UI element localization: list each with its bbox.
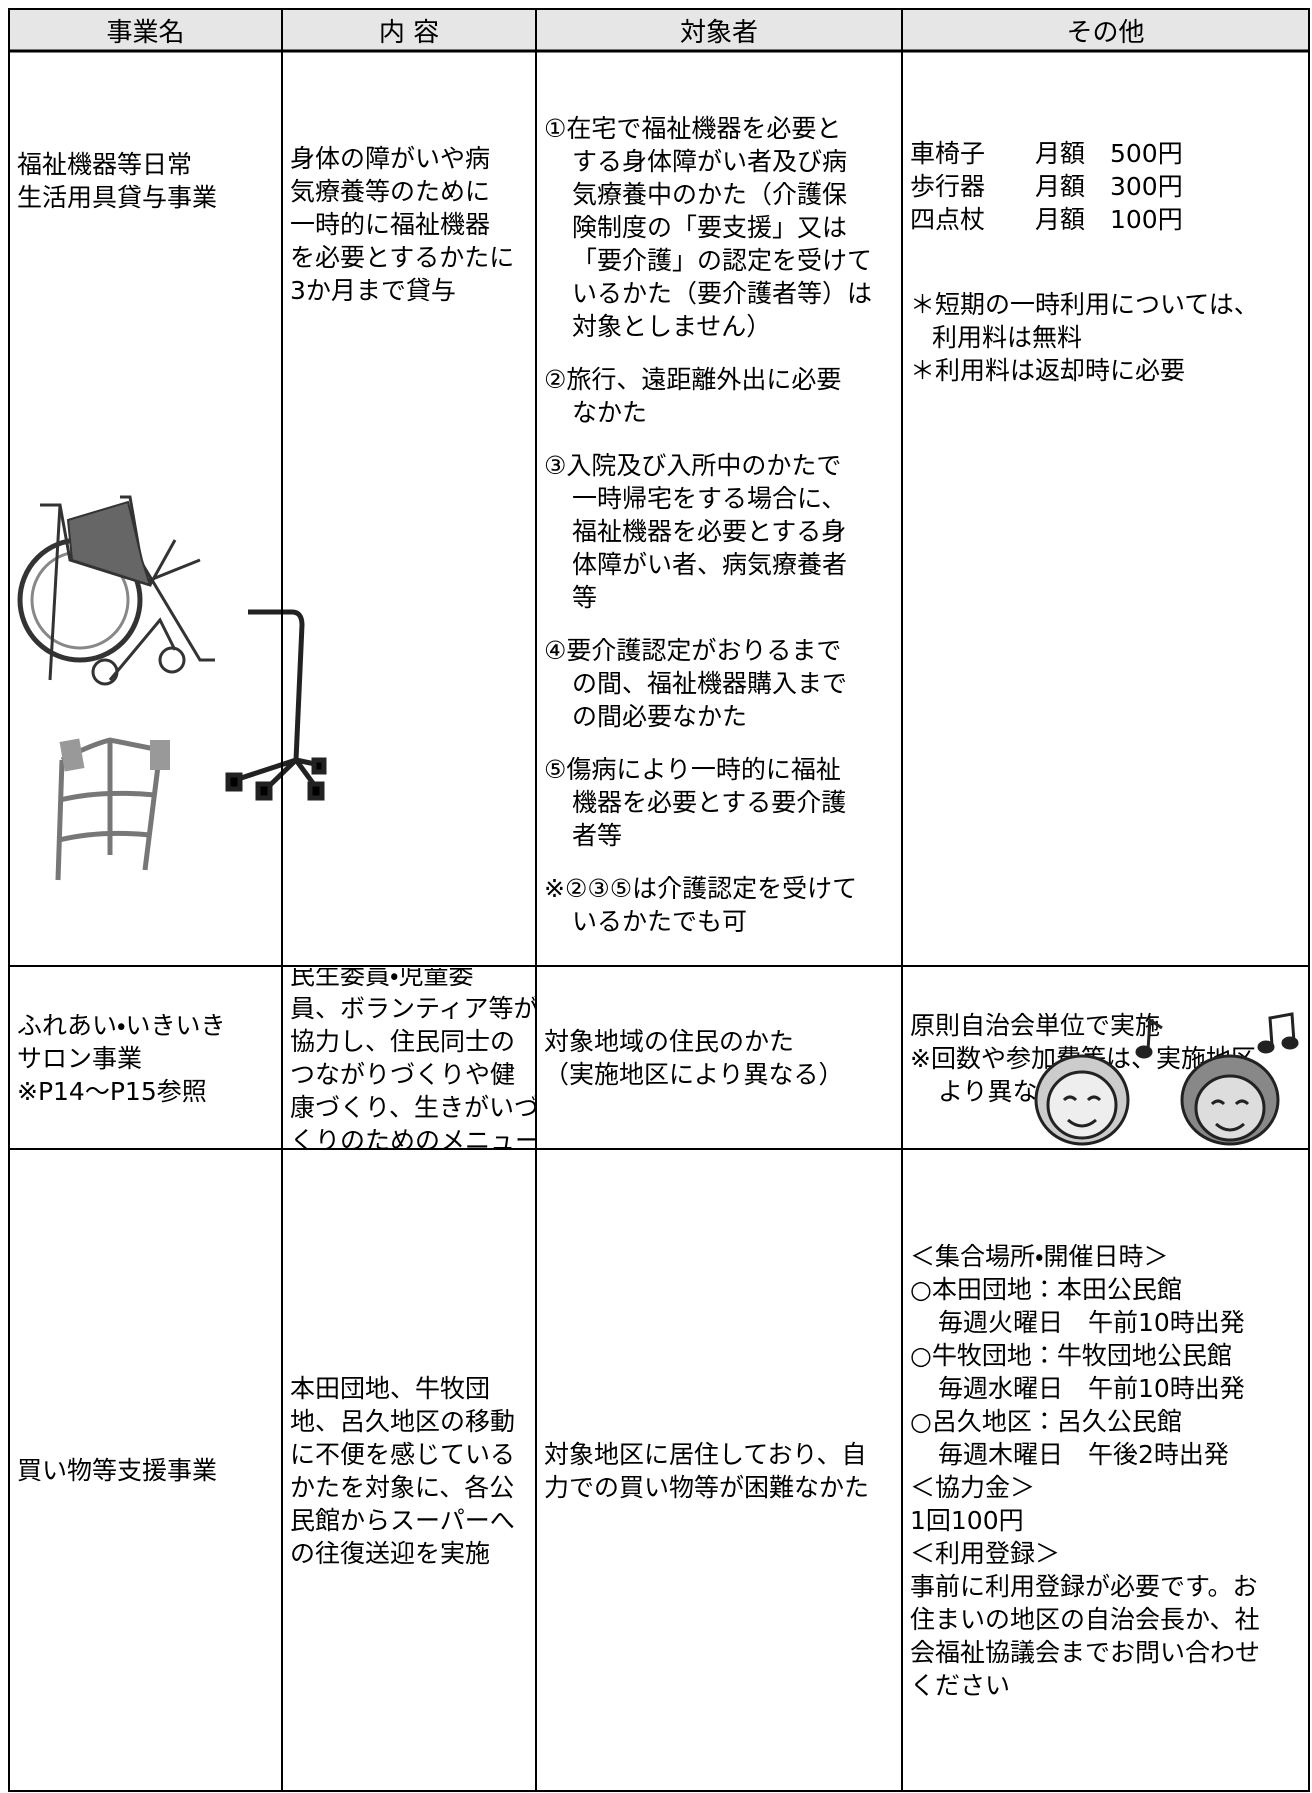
cell-line: 者等 [572,821,623,850]
cell-line: に不便を感じている [290,1439,516,1469]
cell-line: 対象地区に居住しており、自 [544,1439,867,1469]
cell-line: 民館からスーパーへ [290,1505,515,1535]
cell-line: ※P14～P15参照 [17,1076,207,1106]
cell-line: 毎週水曜日 午前10時出発 [938,1373,1245,1403]
cell-line: ＊短期の一時利用については、 [910,290,1259,319]
cell-line: なかた [572,398,648,427]
table-cell: 身体の障がいや病 気療養等のために 一時的に福祉機器 を必要とするかたに 3か月まで貸与 [284,53,535,965]
cell-line: 会福祉協議会までお問い合わせ [910,1637,1261,1667]
cell-line: 「要介護」の認定を受けて [572,246,873,275]
cell-line: ○呂久地区：呂久公民館 [910,1406,1182,1436]
cell-line: （実施地区により異なる） [544,1060,844,1089]
cell-line: 一時的に福祉機器 [290,210,491,239]
cell-line: ※②③⑤は介護認定を受けて [544,874,858,903]
cell-line: 身体の障がいや病 [290,144,491,173]
cell-line: 3か月まで貸与 [290,276,456,305]
cell-line: ②旅行、遠距離外出に必要 [544,365,842,394]
cell-line: いるかたでも可 [572,907,748,936]
cell-line: 気療養中のかた（介護保 [572,180,848,209]
cell-line: ④要介護認定がおりるまで [544,636,842,665]
cell-line: 車椅子 月額 500円 [910,139,1183,168]
cell-line: ＜集合場所・開催日時＞ [910,1241,1169,1271]
cell-line: かたを対象に、各公 [290,1472,515,1502]
header-cell: 事業名 [10,10,281,50]
header-cell: その他 [903,10,1308,50]
faces-illustration [1034,1012,1299,1146]
table-cell: 地域住民や自治会、民生委員・児童委員、ボランティア等が協力し、住民同士のつながり… [284,968,535,1148]
cell-line: ①在宅で福祉機器を必要と [544,114,842,143]
cell-line: 利用料は無料 [932,323,1083,352]
header-cell: 対象者 [537,10,901,50]
table-cell: 本田団地、牛牧団 地、呂久地区の移動 に不便を感じている かたを対象に、各公 民館からス… [284,1151,535,1790]
cell-line: いるかた（要介護者等）は [572,279,873,308]
cell-line: ○牛牧団地：牛牧団地公民館 [910,1340,1232,1370]
cell-line: 生活用具貸与事業 [17,183,218,212]
cell-line: サロン事業 [17,1043,143,1073]
cell-line: ＊利用料は返却時に必要 [910,356,1186,385]
cane-illustration [225,609,327,801]
table-cell: 福祉機器等日常 生活用具貸与事業 [11,53,281,965]
table-cell: 対象地域の住民のかた （実施地区により異なる） [538,968,901,1148]
wheelchair-seat [66,500,152,587]
cell-line: 事前に利用登録が必要です。お [910,1571,1258,1601]
walker-illustration [55,737,170,881]
cell-line: 歩行器 月額 300円 [910,172,1183,201]
cell-line: 体障がい者、病気療養者 [572,550,848,579]
cell-line: の間必要なかた [572,702,748,731]
cell-line: 康づくり、生きがいづ [290,1093,535,1122]
cell-line: 本田団地、牛牧団 [290,1373,491,1403]
table-cell: 買い物等支援事業 [11,1151,281,1790]
cell-line: ③入院及び入所中のかたで [544,451,842,480]
cell-line: くりのためのメニュー [290,1126,535,1148]
cell-line: ふれあい・いきいき [17,1010,226,1040]
cell-line: 地、呂久地区の移動 [290,1406,516,1436]
cell-line: の間、福祉機器購入まで [572,669,848,698]
cell-line: 原則自治会単位で実施 [910,1010,1161,1040]
cell-line: 福祉機器等日常 [17,150,193,179]
cell-line: 四点杖 月額 100円 [910,205,1183,234]
cell-line: 協力し、住民同士の [290,1027,516,1056]
cell-line: 気療養等のために [290,177,491,206]
cell-line: 毎週木曜日 午後2時出発 [938,1439,1229,1469]
table-cell: 車椅子 月額 500円 歩行器 月額 300円 四点杖 月額 100円 ＊短期の一時利… [904,53,1308,965]
cell-line: 対象としません） [572,312,772,341]
cell-line: 買い物等支援事業 [17,1456,218,1485]
cell-line: 1回100円 [910,1505,1024,1535]
table-grid [8,8,1310,1792]
cell-line: ＜利用登録＞ [910,1538,1061,1568]
cell-line: 力での買い物等が困難なかた [544,1472,870,1502]
cell-line: 民生委員・児童委 [290,968,474,990]
table-cell: 対象地区に居住しており、自 力での買い物等が困難なかた [538,1151,901,1790]
cell-line: 一時帰宅をする場合に、 [572,484,847,513]
cell-line: を必要とするかたに [290,243,515,272]
cell-line: 険制度の「要支援」又は [572,213,848,242]
cell-line: ⑤傷病により一時的に福祉 [544,755,841,784]
table-cell: ＜集合場所・開催日時＞ ○本田団地：本田公民館 毎週火曜日 午前10時出発 ○牛牧団地… [904,1151,1308,1790]
cell-line: ください [910,1670,1011,1700]
table-cell: ①在宅で福祉機器を必要とする身体障がい者及び病 気療養中のかた（介護保 険制度の「要… [538,53,901,965]
cell-line: ＜協力金＞ [910,1472,1036,1502]
cell-line: 等 [572,583,598,612]
cell-line: する身体障がい者及び病 [572,147,848,176]
cell-line: 住まいの地区の自治会長か、社 [910,1604,1260,1634]
cell-line: の往復送迎を実施 [290,1538,491,1568]
cell-line: つながりづくりや健 [290,1060,516,1089]
cell-line: 機器を必要とする要介護 [572,788,847,817]
cell-line: ○本田団地：本田公民館 [910,1274,1182,1304]
header-cell: 内 容 [283,10,535,50]
cell-line: 毎週火曜日 午前10時出発 [938,1307,1245,1337]
cell-line: 福祉機器を必要とする身 [572,517,847,546]
cell-line: 対象地域の住民のかた [544,1027,795,1056]
table-cell: ふれあい・いきいき サロン事業 ※P14～P15参照 [11,968,281,1148]
cell-line: 員、ボランティア等が [290,994,535,1023]
